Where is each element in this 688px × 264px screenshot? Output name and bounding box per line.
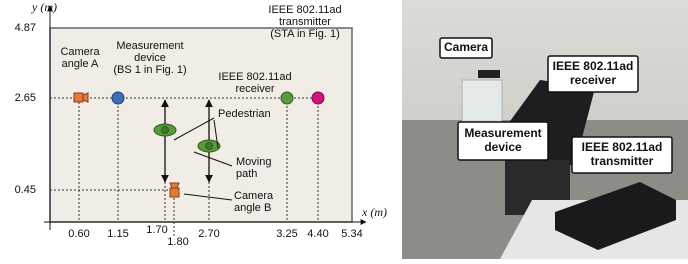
x-tick-label: 5.34	[341, 228, 362, 240]
annotation: Pedestrian	[218, 108, 271, 120]
camera-b	[170, 188, 179, 197]
y-tick-label: 4.87	[15, 22, 36, 34]
camera-b-lens	[170, 183, 179, 188]
y-tick-label: 0.45	[15, 184, 36, 196]
measurement-device	[112, 92, 124, 104]
x-tick-label: 3.25	[276, 228, 297, 240]
camera-a	[74, 93, 83, 102]
x-tick-label: 1.70	[146, 224, 167, 236]
annotation: IEEE 802.11ad	[218, 71, 291, 83]
x-tick-label: 2.70	[198, 228, 219, 240]
x-tick-label: 1.15	[107, 228, 128, 240]
annotation: Measurement	[116, 40, 183, 52]
pedestrian-head	[206, 143, 213, 150]
annotation: Camera	[60, 46, 100, 58]
annotation: angle A	[62, 58, 99, 70]
camera-body	[478, 70, 500, 78]
x-tick-label: 1.80	[167, 236, 188, 248]
pedestrian-head	[162, 127, 169, 134]
photo-label: transmitter	[591, 154, 654, 168]
annotation: (BS 1 in Fig. 1)	[113, 64, 186, 76]
photo-label: IEEE 802.11ad	[582, 140, 663, 154]
x-tick-label: 0.60	[68, 228, 89, 240]
annotation: path	[236, 168, 257, 180]
annotation: angle B	[234, 202, 271, 214]
x-axis-label: x (m)	[361, 205, 387, 219]
photo-label: Camera	[444, 40, 488, 54]
annotation: Moving	[236, 156, 271, 168]
annotation: Camera	[234, 190, 274, 202]
y-tick-label: 2.65	[15, 92, 36, 104]
annotation: transmitter	[279, 16, 331, 28]
photo-label: receiver	[570, 73, 616, 87]
annotation: receiver	[235, 83, 274, 95]
transmitter	[312, 92, 324, 104]
photo-label: IEEE 802.11ad	[553, 59, 634, 73]
camera-a-lens	[83, 93, 88, 102]
y-axis-label: y (m)	[31, 0, 57, 14]
annotation: IEEE 802.11ad	[268, 4, 341, 16]
receiver	[281, 92, 293, 104]
photo-label: Measurement	[464, 126, 541, 140]
figure: y (m) x (m) CameraIEEE 802.11adreceiverM…	[0, 0, 688, 259]
enclosure	[462, 80, 502, 125]
annotation: device	[134, 52, 166, 64]
annotation: (STA in Fig. 1)	[270, 28, 339, 40]
photo-label: device	[484, 140, 522, 154]
x-tick-label: 4.40	[307, 228, 328, 240]
